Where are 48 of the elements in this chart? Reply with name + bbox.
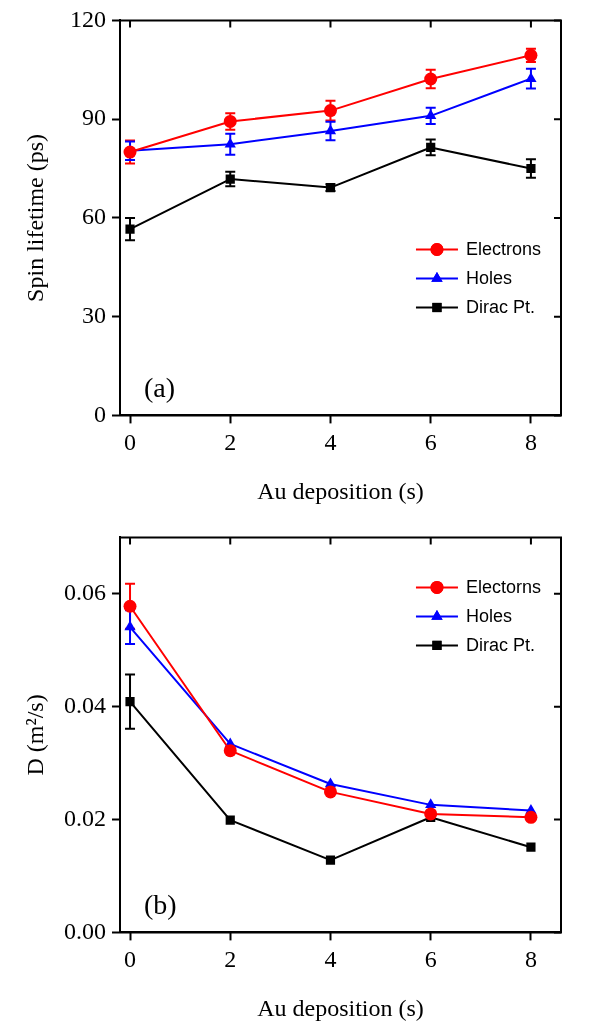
point [525, 72, 537, 82]
y-axis-title: Spin lifetime (ps) [21, 133, 48, 302]
legend-label: Electrons [465, 239, 542, 260]
y-tick-label: 0.02 [64, 804, 106, 831]
point [324, 124, 337, 135]
annotation: (b) [144, 889, 177, 921]
x-tick-label: 4 [324, 946, 337, 973]
x-tick-label: 2 [224, 429, 237, 456]
legend-label: Dirac Pt. [465, 635, 535, 656]
point [123, 599, 137, 613]
y-tick-label: 0.00 [64, 917, 106, 944]
legend-label: Dirac Pt. [465, 297, 535, 318]
point [325, 855, 336, 865]
legend-label: Holes [465, 606, 512, 627]
x-tick-label: 8 [524, 946, 537, 973]
x-tick-label: 6 [424, 946, 437, 973]
y-tick-label: 0 [94, 400, 106, 427]
y-tick-label: 0.06 [64, 579, 106, 606]
x-tick-label: 0 [124, 429, 137, 456]
point [524, 810, 538, 824]
y-tick-label: 30 [82, 301, 106, 328]
y-axis-title: D (m²/s) [21, 694, 48, 776]
y-tick-label: 60 [82, 203, 106, 230]
x-tick-label: 2 [224, 946, 237, 973]
x-axis-title: Au deposition (s) [257, 994, 424, 1021]
y-tick-label: 120 [70, 5, 106, 32]
point [425, 798, 437, 809]
legend-label: Holes [465, 268, 512, 289]
point [323, 785, 337, 799]
point [223, 744, 237, 758]
y-tick-label: 0.04 [64, 691, 106, 718]
point [424, 72, 438, 86]
x-tick-label: 0 [124, 946, 137, 973]
annotation: (a) [144, 372, 176, 404]
point [323, 104, 337, 118]
x-tick-label: 6 [424, 429, 437, 456]
legend-label: Electorns [465, 577, 542, 598]
x-axis-title: Au deposition (s) [257, 477, 424, 504]
point [123, 145, 137, 159]
point [225, 815, 235, 825]
point [425, 109, 437, 120]
point [125, 697, 135, 707]
x-tick-label: 8 [524, 429, 537, 456]
x-tick-label: 4 [324, 429, 337, 456]
y-tick-label: 90 [82, 104, 106, 131]
point [424, 807, 438, 821]
point [526, 842, 536, 852]
point [224, 137, 236, 148]
